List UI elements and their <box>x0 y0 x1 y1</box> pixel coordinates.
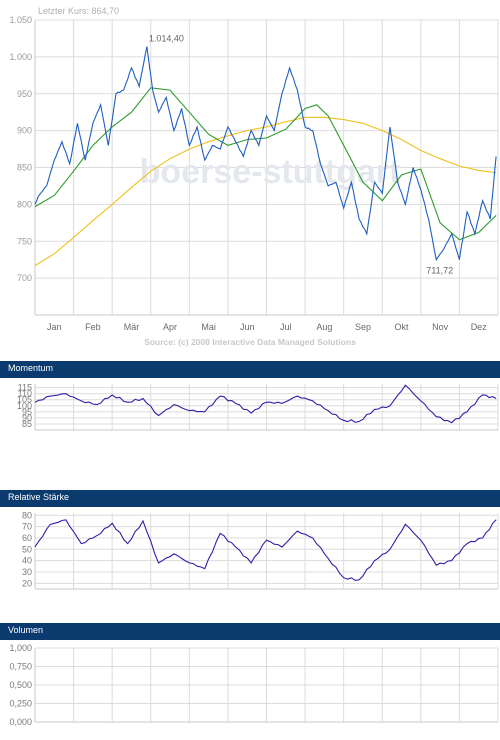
rsi-panel: 80 70 60 50 40 30 20 <box>0 507 500 617</box>
y-tick-label: 95 <box>22 407 32 417</box>
x-tick-label: Nov <box>432 322 449 332</box>
y-tick-label: 85 <box>22 419 32 429</box>
momentum-title: Momentum <box>8 363 54 373</box>
y-tick-label: 700 <box>17 273 32 283</box>
y-tick-label: 800 <box>17 199 32 209</box>
y-tick-label: 30 <box>22 567 32 577</box>
y-tick-label: 1.000 <box>9 52 32 62</box>
x-tick-label: Aug <box>316 322 332 332</box>
momentum-header: Momentum <box>0 361 500 378</box>
volume-header: Volumen <box>0 623 500 640</box>
y-tick-label: 0,000 <box>9 717 32 727</box>
watermark: boerse-stuttgart <box>140 153 401 191</box>
y-tick-label: 0,500 <box>9 680 32 690</box>
x-tick-label: Jan <box>47 322 62 332</box>
x-tick-label: Okt <box>395 322 410 332</box>
x-tick-label: Apr <box>163 322 177 332</box>
x-tick-label: Jun <box>240 322 255 332</box>
series-line-rsi <box>34 519 497 581</box>
y-tick-label: 1,000 <box>9 643 32 653</box>
y-tick-label: 115 <box>18 383 32 393</box>
y-tick-label: 900 <box>17 126 32 136</box>
y-tick-label: 1.050 <box>9 15 32 25</box>
y-tick-label: 110 <box>18 389 32 399</box>
rsi-title: Relative Stärke <box>8 492 70 502</box>
series-line-momentum <box>34 384 497 424</box>
y-tick-label: 105 <box>17 395 32 405</box>
high-annotation: 1.014,40 <box>149 34 184 44</box>
y-tick-label: 950 <box>17 89 32 99</box>
volume-panel: 1,000 0,750 0,500 0,250 0,000 <box>0 640 500 735</box>
y-tick-label: 0,750 <box>9 662 32 672</box>
x-tick-label: Mai <box>201 322 216 332</box>
y-tick-label: 0,250 <box>9 699 32 709</box>
y-tick-label: 60 <box>22 533 32 543</box>
y-tick-label: 850 <box>17 163 32 173</box>
x-tick-label: Mär <box>124 322 140 332</box>
y-tick-label: 100 <box>17 401 32 411</box>
y-tick-label: 90 <box>22 413 32 423</box>
x-tick-label: Feb <box>85 322 101 332</box>
y-tick-label: 20 <box>22 578 32 588</box>
y-tick-label: 40 <box>22 556 32 566</box>
volume-title: Volumen <box>8 625 44 635</box>
last-price-label: Letzter Kurs: 864,70 <box>38 6 120 16</box>
y-tick-label: 70 <box>22 522 32 532</box>
y-tick-label: 80 <box>22 510 32 520</box>
source-label: Source: (c) 2008 Interactive Data Manage… <box>144 337 356 347</box>
series-line-ma_short <box>34 87 497 241</box>
y-tick-label: 50 <box>22 544 32 554</box>
low-annotation: 711,72 <box>426 266 453 276</box>
volume-chart: 1,000 0,750 0,500 0,250 0,000 <box>9 643 499 727</box>
x-tick-label: Dez <box>471 322 488 332</box>
series-line-price <box>34 46 497 262</box>
x-tick-label: Sep <box>355 322 371 332</box>
price-chart-panel: Letzter Kurs: 864,70 1.050 1.000 950 900 850… <box>0 0 500 360</box>
series-line-ma_long <box>34 116 497 267</box>
momentum-panel: 115 110 105 100 95 90 85 <box>0 378 500 488</box>
rsi-header: Relative Stärke <box>0 490 500 507</box>
price-chart: 1.050 1.000 950 900 850 800 750 700 boerse-stutt… <box>9 15 499 347</box>
x-tick-label: Jul <box>280 322 292 332</box>
y-tick-label: 750 <box>17 236 32 246</box>
